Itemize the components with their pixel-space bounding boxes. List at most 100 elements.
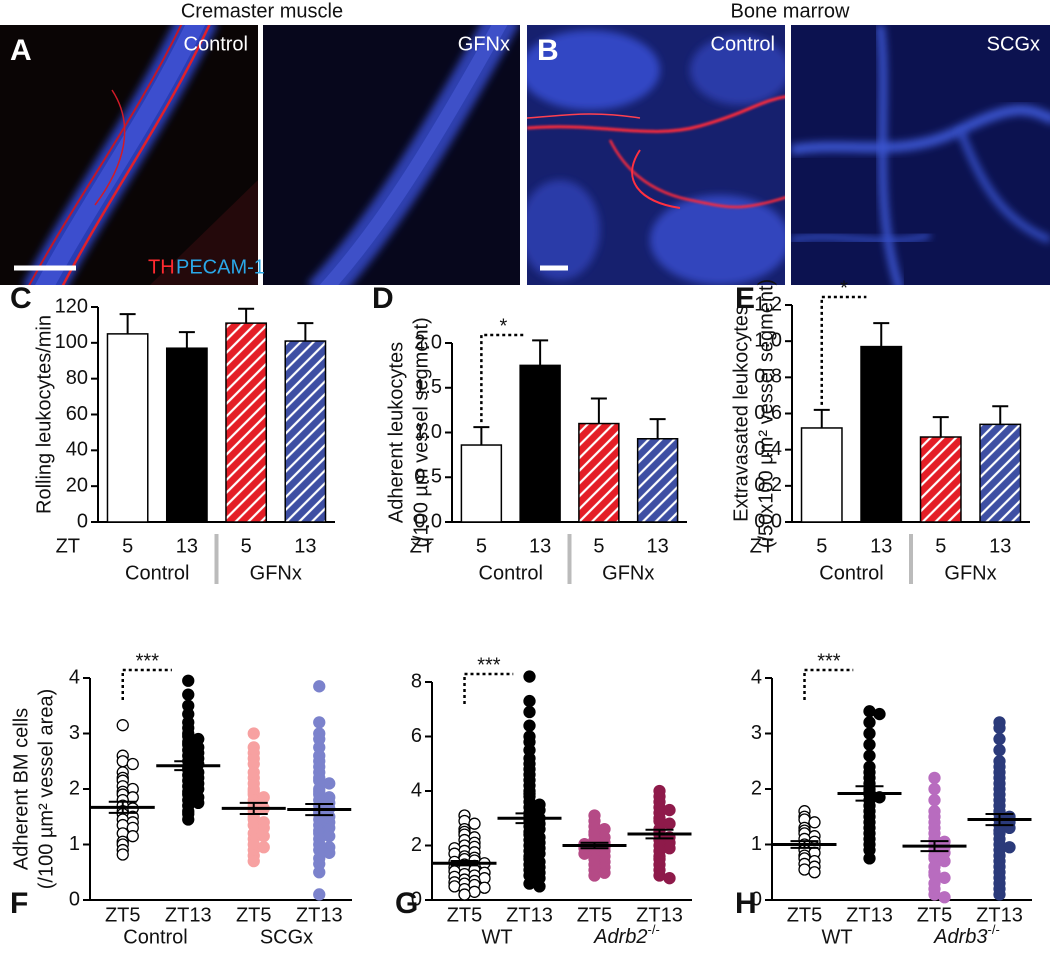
dot <box>863 705 876 718</box>
panel-letter: E <box>735 282 755 315</box>
x-tick-label: 13 <box>529 535 551 557</box>
panel-letter: H <box>735 887 757 920</box>
dot <box>993 732 1006 746</box>
x-tick-label: ZT13 <box>846 904 893 926</box>
dot <box>323 830 336 843</box>
significance-label: *** <box>477 654 501 676</box>
dot <box>993 888 1006 901</box>
y-axis-label: Adherent BM cells <box>10 708 32 870</box>
dot <box>182 813 195 826</box>
dot <box>313 888 326 901</box>
dot <box>257 841 270 854</box>
y-tick-label: 0.2 <box>754 474 782 496</box>
y-tick-label: 40 <box>66 439 88 461</box>
y-tick-label: 2 <box>751 777 762 799</box>
x-tick-label: 5 <box>476 535 487 557</box>
group-label: WT <box>481 926 512 948</box>
y-tick-label: 1 <box>69 833 80 855</box>
y-tick-label: 2 <box>69 777 80 799</box>
dot <box>598 866 611 879</box>
group-label-sup: -/- <box>648 922 660 937</box>
y-tick-label: 0.0 <box>754 510 782 532</box>
x-tick-label: 13 <box>870 535 892 557</box>
bar <box>225 322 268 523</box>
y-tick-label: 1.2 <box>754 293 782 315</box>
y-tick-label: 0 <box>751 888 762 910</box>
y-tick-label: 2 <box>411 834 422 856</box>
x-tick-label: 13 <box>176 535 198 557</box>
group-label: WT <box>821 926 852 948</box>
dot <box>523 694 536 708</box>
dot <box>116 755 129 768</box>
y-tick-label: 0 <box>69 888 80 910</box>
group-label: Control <box>123 926 187 948</box>
dot <box>873 707 886 721</box>
dot <box>808 866 821 879</box>
x-tick-label: 5 <box>816 535 827 557</box>
dot <box>126 830 139 843</box>
dot <box>863 749 876 762</box>
dot <box>863 738 876 751</box>
group-label-text: Adrb3 <box>933 926 987 948</box>
bar <box>636 438 679 523</box>
dot <box>863 727 876 740</box>
y-tick-label: 60 <box>66 403 88 425</box>
group-label: GFNx <box>602 562 654 584</box>
micrograph <box>791 25 1050 285</box>
stain-label: TH <box>148 256 175 278</box>
bar <box>578 422 620 523</box>
section-title: Cremaster muscle <box>181 0 343 22</box>
group-label: Adrb3-/- <box>933 922 1000 948</box>
dot <box>533 880 546 893</box>
y-tick-label: 1.5 <box>414 376 442 398</box>
y-tick-label: 4 <box>69 666 80 688</box>
significance-bracket <box>480 333 526 423</box>
y-tick-label: 20 <box>66 474 88 496</box>
y-axis-label: Extravasated leukocytes <box>730 305 752 522</box>
y-tick-label: 0.0 <box>414 510 442 532</box>
y-tick-label: 4 <box>751 666 762 688</box>
x-tick-label: ZT5 <box>236 904 272 926</box>
y-axis-label: (/100 µm vessel segment) <box>410 317 432 548</box>
bar <box>106 333 149 523</box>
panel-letter: G <box>395 887 418 920</box>
x-tick-label: 5 <box>241 535 252 557</box>
dot <box>247 855 260 868</box>
dot <box>993 721 1006 735</box>
dot <box>468 885 481 898</box>
y-tick-label: 6 <box>411 725 422 747</box>
micrograph <box>0 25 258 285</box>
dot <box>798 863 811 876</box>
x-tick-label: ZT13 <box>296 904 343 926</box>
y-tick-label: 0.6 <box>754 402 782 424</box>
significance-bracket <box>463 672 514 704</box>
dot <box>257 791 270 804</box>
dot <box>313 680 326 693</box>
x-prefix: ZT <box>410 535 434 557</box>
dot <box>448 880 461 893</box>
y-tick-label: 0.4 <box>754 438 782 460</box>
x-tick-label: 5 <box>593 535 604 557</box>
y-tick-label: 1 <box>751 833 762 855</box>
x-tick-label: ZT13 <box>506 904 553 926</box>
dot <box>928 793 941 807</box>
group-label: Adrb2-/- <box>593 922 660 948</box>
group-label-text: Adrb2 <box>593 926 647 948</box>
x-tick-label: 13 <box>647 535 669 557</box>
significance-label: *** <box>136 650 160 672</box>
dot <box>313 716 326 729</box>
dot <box>116 848 129 861</box>
y-tick-label: 2.0 <box>414 331 442 353</box>
dot <box>938 855 951 868</box>
group-label-sup: -/- <box>988 922 1000 937</box>
dot <box>323 777 336 790</box>
stain-label: PECAM-1 <box>176 256 265 278</box>
dot <box>928 888 941 901</box>
group-label: SCGx <box>260 926 313 948</box>
x-prefix: ZT <box>750 535 774 557</box>
x-tick-label: ZT13 <box>165 904 212 926</box>
bar <box>165 347 208 523</box>
panel-letter: F <box>10 887 28 920</box>
dot <box>523 670 536 683</box>
micrograph <box>263 25 520 285</box>
